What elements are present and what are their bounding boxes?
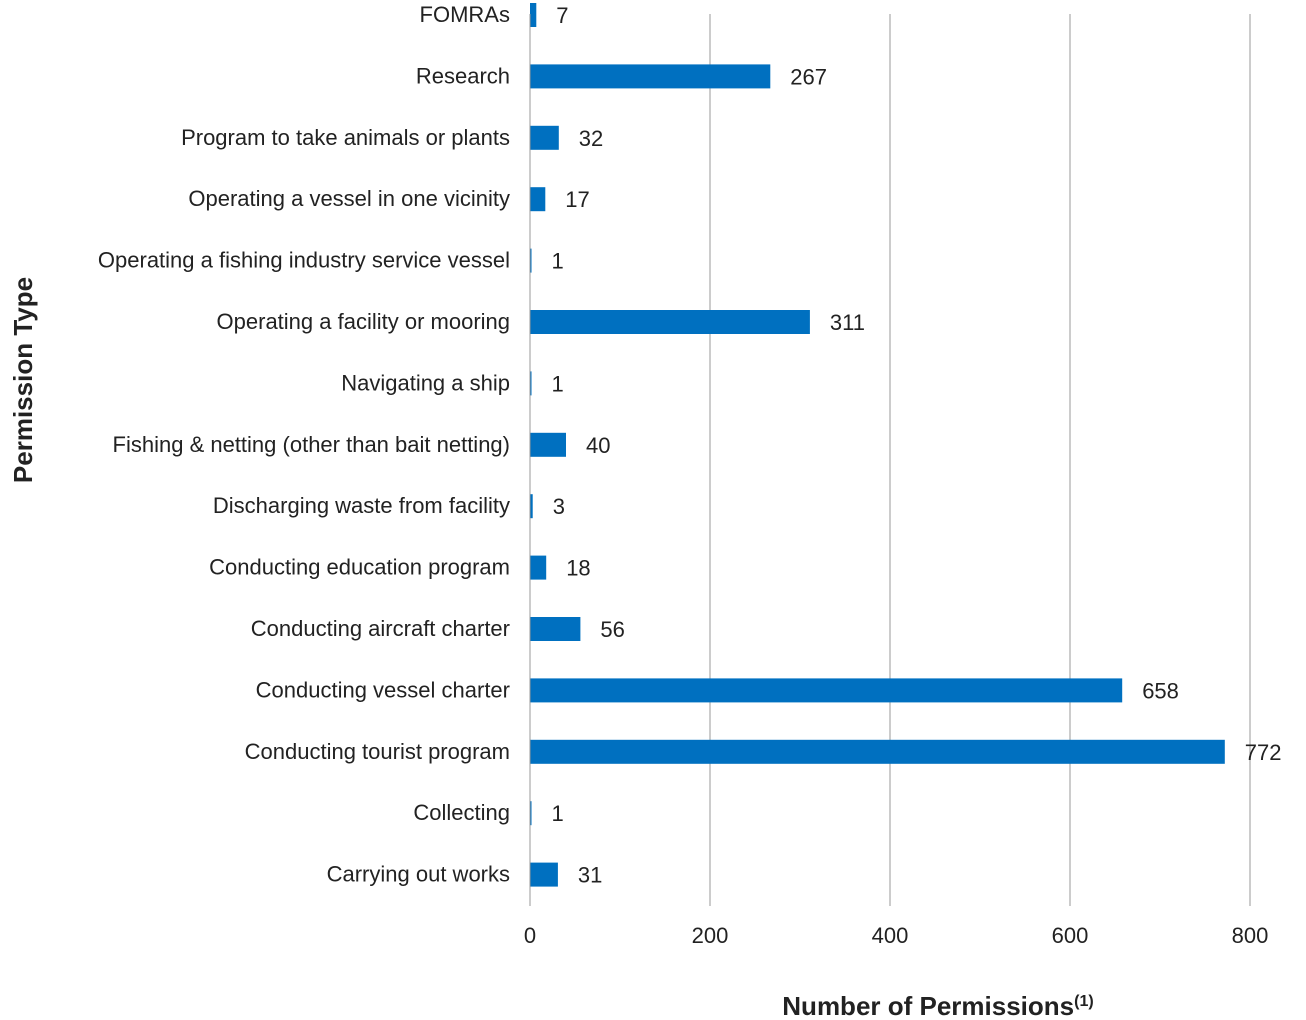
- bar: [530, 248, 532, 273]
- value-label: 1: [552, 249, 564, 274]
- value-label: 56: [600, 617, 624, 642]
- y-axis-title: Permission Type: [8, 277, 38, 483]
- value-label: 772: [1245, 740, 1282, 765]
- bars: [530, 3, 1225, 887]
- x-axis-title-superscript: (1): [1074, 993, 1094, 1010]
- bar: [530, 801, 532, 826]
- value-label: 18: [566, 556, 590, 581]
- value-label: 31: [578, 863, 602, 888]
- value-label: 658: [1142, 678, 1179, 703]
- value-label: 267: [790, 64, 827, 89]
- bar: [530, 125, 559, 150]
- category-label: Carrying out works: [327, 862, 510, 887]
- value-label: 32: [579, 126, 603, 151]
- bar: [530, 555, 547, 580]
- category-label: Navigating a ship: [341, 370, 510, 395]
- value-label: 311: [830, 310, 865, 335]
- category-label: Conducting aircraft charter: [251, 616, 510, 641]
- x-axis-title: Number of Permissions(1): [782, 991, 1093, 1020]
- category-labels: FOMRAs Research Program to take animals or…: [98, 2, 510, 887]
- category-label: FOMRAs: [420, 2, 510, 27]
- value-label: 1: [552, 801, 564, 826]
- x-tick-label: 0: [524, 923, 536, 948]
- bar: [530, 617, 581, 641]
- value-labels: 7 267 32 17 1 311 1 40 3 18 56 658 772 1 31: [552, 3, 1282, 888]
- category-label: Operating a vessel in one vicinity: [188, 186, 510, 211]
- bar: [530, 678, 1123, 703]
- category-label: Fishing & netting (other than bait netti…: [113, 432, 510, 457]
- bar: [530, 432, 566, 457]
- category-label: Collecting: [413, 800, 510, 825]
- value-label: 1: [552, 371, 564, 396]
- bar: [530, 371, 532, 396]
- category-label: Discharging waste from facility: [213, 493, 510, 518]
- category-label: Conducting education program: [209, 555, 510, 580]
- value-label: 3: [553, 494, 565, 519]
- category-label: Conducting tourist program: [245, 739, 510, 764]
- bar: [530, 494, 533, 519]
- x-tick-labels: 0 200 400 600 800: [524, 923, 1268, 948]
- bar: [530, 310, 810, 334]
- bar: [530, 862, 558, 887]
- category-label: Research: [416, 63, 510, 88]
- category-label: Program to take animals or plants: [181, 125, 510, 150]
- category-label: Operating a facility or mooring: [217, 309, 510, 334]
- gridlines: [709, 14, 1251, 906]
- category-label: Conducting vessel charter: [256, 677, 510, 702]
- bar: [530, 739, 1225, 764]
- x-tick-label: 200: [692, 923, 729, 948]
- x-axis-title-text: Number of Permissions: [782, 991, 1074, 1020]
- x-tick-label: 600: [1052, 923, 1089, 948]
- value-label: 40: [586, 433, 610, 458]
- bar: [530, 187, 546, 212]
- bar: [530, 3, 537, 27]
- value-label: 17: [565, 187, 589, 212]
- x-tick-label: 800: [1232, 923, 1269, 948]
- category-label: Operating a fishing industry service ves…: [98, 248, 510, 273]
- bar: [530, 64, 771, 89]
- x-tick-label: 400: [872, 923, 909, 948]
- value-label: 7: [556, 3, 568, 28]
